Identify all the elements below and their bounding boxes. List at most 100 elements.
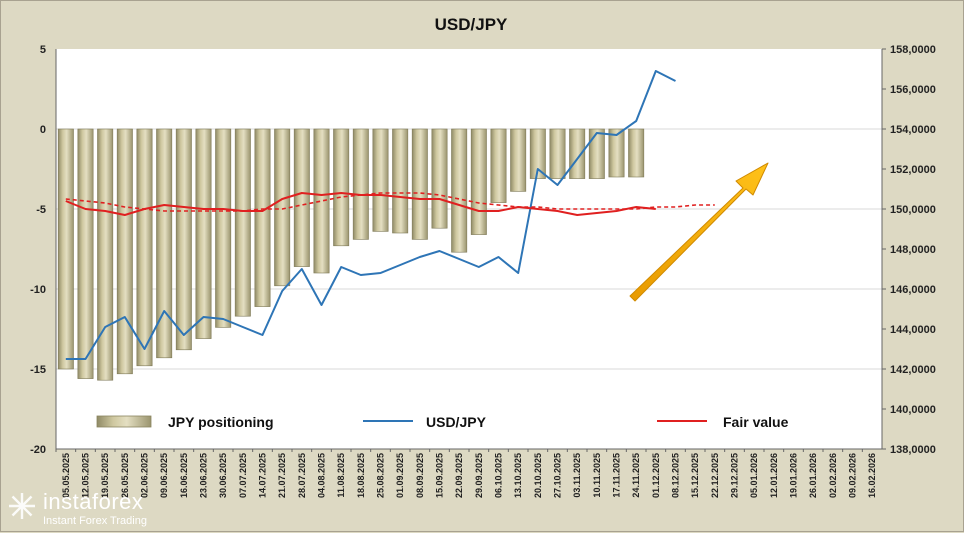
right-tick-label-9: 140,0000	[890, 404, 936, 416]
bar-positioning-18	[411, 128, 428, 240]
x-tick-label-37: 19.01.2026	[789, 453, 799, 498]
right-tick-label-1: 156,0000	[890, 84, 936, 96]
brand-watermark: instaforex Instant Forex Trading	[7, 489, 187, 529]
x-tick-label-20: 22.09.2025	[454, 453, 464, 498]
line-usd-jpy	[65, 70, 676, 360]
left-tick-label-3: -10	[30, 284, 46, 296]
instaforex-logo-icon	[9, 493, 35, 519]
x-tick-label-2: 19.05.2025	[100, 453, 110, 498]
x-tick-label-24: 20.10.2025	[533, 453, 543, 498]
bar-positioning-17	[392, 128, 409, 234]
x-tick-label-8: 30.06.2025	[218, 453, 228, 498]
x-tick-label-17: 01.09.2025	[395, 453, 405, 498]
bar-positioning-25	[549, 128, 566, 179]
left-tick-label-4: -15	[30, 364, 46, 376]
legend-label-positioning: JPY positioning	[168, 414, 274, 430]
bar-positioning-10	[254, 128, 271, 307]
brand-name: instaforex	[43, 489, 144, 514]
x-tick-label-4: 02.06.2025	[140, 453, 150, 498]
x-tick-label-38: 26.01.2026	[808, 453, 818, 498]
left-tick-label-0: 5	[40, 44, 46, 56]
bar-positioning-12	[293, 128, 310, 267]
x-tick-label-26: 03.11.2025	[572, 453, 582, 498]
trend-arrow-annotation	[629, 162, 769, 302]
chart-title: USD/JPY	[435, 15, 508, 34]
x-tick-label-0: 05.05.2025	[61, 453, 71, 498]
x-tick-label-23: 13.10.2025	[513, 453, 523, 498]
positioning-bars	[57, 128, 645, 381]
x-tick-label-22: 06.10.2025	[494, 453, 504, 498]
x-tick-label-7: 23.06.2025	[199, 453, 209, 498]
x-tick-label-21: 29.09.2025	[474, 453, 484, 498]
bar-positioning-19	[431, 128, 448, 229]
x-tick-label-29: 24.11.2025	[631, 453, 641, 498]
bar-positioning-2	[97, 128, 114, 381]
x-tick-label-25: 27.10.2025	[553, 453, 563, 498]
right-tick-label-6: 146,0000	[890, 284, 936, 296]
x-axis-ticks: 05.05.2025 12.05.2025 19.05.2025 26.05.2025…	[55, 449, 877, 498]
bar-positioning-16	[372, 128, 389, 232]
bar-positioning-11	[274, 128, 291, 287]
brand-tagline: Instant Forex Trading	[43, 515, 147, 527]
trend-arrow	[629, 162, 769, 302]
x-tick-label-13: 04.08.2025	[317, 453, 327, 498]
x-tick-label-15: 18.08.2025	[356, 453, 366, 498]
x-tick-label-18: 08.09.2025	[415, 453, 425, 498]
x-tick-label-34: 29.12.2025	[730, 453, 740, 498]
right-tick-label-8: 142,0000	[890, 364, 936, 376]
x-tick-label-10: 14.07.2025	[258, 453, 268, 498]
bar-positioning-6	[175, 128, 192, 351]
bar-positioning-24	[529, 128, 546, 179]
series-lines	[65, 70, 715, 360]
plot-area	[56, 49, 882, 449]
bar-positioning-3	[116, 128, 133, 375]
x-tick-label-27: 10.11.2025	[592, 453, 602, 498]
legend-label-fair-value: Fair value	[723, 414, 789, 430]
right-tick-label-7: 144,0000	[890, 324, 936, 336]
bar-positioning-14	[333, 128, 350, 247]
x-tick-label-14: 11.08.2025	[336, 453, 346, 498]
bar-positioning-29	[628, 128, 645, 178]
legend-swatch-positioning	[96, 415, 152, 428]
bar-positioning-0	[57, 128, 74, 370]
x-tick-label-32: 15.12.2025	[690, 453, 700, 498]
bar-positioning-4	[136, 128, 153, 367]
x-tick-label-40: 09.02.2026	[848, 453, 858, 498]
x-tick-label-3: 26.05.2025	[120, 453, 130, 498]
bar-positioning-7	[195, 128, 212, 339]
bar-positioning-28	[608, 128, 625, 178]
right-tick-label-5: 148,0000	[890, 244, 936, 256]
bar-positioning-5	[156, 128, 173, 359]
x-tick-label-1: 12.05.2025	[81, 453, 91, 498]
x-tick-label-36: 12.01.2026	[769, 453, 779, 498]
x-tick-label-16: 25.08.2025	[376, 453, 386, 498]
bar-positioning-1	[77, 128, 94, 379]
x-tick-label-33: 22.12.2025	[710, 453, 720, 498]
bar-positioning-13	[313, 128, 330, 274]
legend: JPY positioning USD/JPY Fair value	[96, 414, 789, 430]
x-tick-label-5: 09.06.2025	[159, 453, 169, 498]
x-tick-label-28: 17.11.2025	[612, 453, 622, 498]
x-tick-label-39: 02.02.2026	[828, 453, 838, 498]
left-axis-ticks: 5 0 -5 -10 -15 -20	[30, 44, 46, 456]
x-tick-label-6: 16.06.2025	[179, 453, 189, 498]
bar-positioning-26	[569, 128, 586, 179]
right-tick-label-10: 138,0000	[890, 444, 936, 456]
right-tick-label-3: 152,0000	[890, 164, 936, 176]
bar-positioning-15	[352, 128, 369, 240]
x-tick-label-35: 05.01.2026	[749, 453, 759, 498]
x-tick-label-9: 07.07.2025	[238, 453, 248, 498]
x-tick-label-30: 01.12.2025	[651, 453, 661, 498]
bar-positioning-21	[470, 128, 487, 235]
bar-positioning-9	[234, 128, 251, 317]
bar-positioning-27	[588, 128, 605, 179]
x-tick-label-19: 15.09.2025	[435, 453, 445, 498]
left-tick-label-1: 0	[40, 124, 46, 136]
x-tick-label-12: 28.07.2025	[297, 453, 307, 498]
right-tick-label-2: 154,0000	[890, 124, 936, 136]
bar-positioning-8	[215, 128, 232, 328]
left-tick-label-2: -5	[36, 204, 46, 216]
legend-label-usdjpy: USD/JPY	[426, 414, 487, 430]
